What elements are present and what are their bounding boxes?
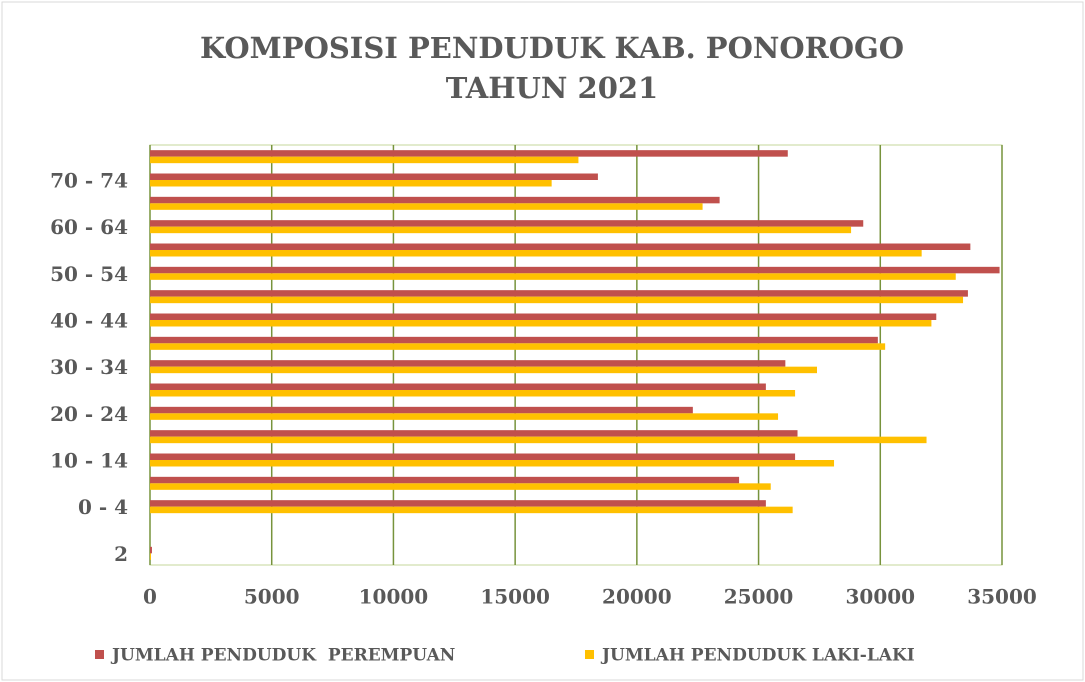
bar bbox=[150, 266, 1000, 274]
bar bbox=[150, 500, 766, 507]
bar bbox=[150, 203, 703, 210]
bar bbox=[150, 250, 922, 257]
y-tick-label: 10 - 14 bbox=[50, 449, 128, 473]
bar bbox=[150, 390, 796, 397]
chart-title: KOMPOSISI PENDUDUK KAB. PONOROGO bbox=[200, 31, 904, 65]
bar bbox=[150, 406, 693, 414]
x-tick-label: 10000 bbox=[359, 585, 429, 609]
bar bbox=[150, 320, 932, 327]
bar bbox=[150, 273, 956, 280]
legend-swatch bbox=[585, 650, 594, 659]
legend-label: JUMLAH PENDUDUK PEREMPUAN bbox=[110, 646, 455, 666]
bar bbox=[150, 413, 779, 420]
bar bbox=[150, 460, 835, 467]
bar bbox=[150, 173, 598, 180]
y-tick-label: 0 - 4 bbox=[78, 495, 128, 519]
y-tick-label: 70 - 74 bbox=[50, 169, 128, 193]
x-tick-label: 30000 bbox=[845, 585, 915, 609]
legend-label: JUMLAH PENDUDUK LAKI-LAKI bbox=[600, 646, 915, 666]
y-tick-label: 30 - 34 bbox=[50, 355, 128, 379]
bar bbox=[150, 150, 788, 157]
y-tick-label: 50 - 54 bbox=[50, 262, 128, 286]
bar bbox=[150, 296, 964, 304]
bar bbox=[150, 506, 793, 514]
legend-swatch bbox=[95, 650, 104, 659]
y-tick-label: 20 - 24 bbox=[50, 402, 128, 426]
bar bbox=[150, 336, 878, 344]
bar bbox=[150, 313, 937, 320]
y-tick-label: 2 bbox=[114, 542, 128, 566]
bar bbox=[150, 360, 786, 367]
x-tick-label: 20000 bbox=[602, 585, 672, 609]
bar bbox=[150, 546, 152, 554]
bar bbox=[150, 383, 766, 390]
x-tick-label: 35000 bbox=[967, 585, 1037, 609]
bar bbox=[150, 226, 852, 234]
bar bbox=[150, 553, 151, 560]
chart-title: TAHUN 2021 bbox=[446, 71, 659, 105]
x-tick-label: 15000 bbox=[480, 585, 550, 609]
bar bbox=[150, 220, 864, 227]
bar bbox=[150, 483, 771, 490]
bar bbox=[150, 290, 968, 297]
bar bbox=[150, 476, 740, 484]
bar bbox=[150, 196, 720, 204]
bar bbox=[150, 156, 579, 164]
bar bbox=[150, 366, 817, 374]
y-tick-label: 60 - 64 bbox=[50, 215, 128, 239]
bar bbox=[150, 453, 796, 460]
y-tick-label: 40 - 44 bbox=[50, 309, 128, 333]
bar bbox=[150, 243, 971, 250]
bar bbox=[150, 430, 798, 437]
bar bbox=[150, 180, 552, 187]
x-tick-label: 5000 bbox=[244, 585, 300, 609]
x-tick-label: 0 bbox=[143, 585, 157, 609]
bar bbox=[150, 436, 927, 444]
bar bbox=[150, 343, 886, 350]
x-tick-label: 25000 bbox=[724, 585, 794, 609]
